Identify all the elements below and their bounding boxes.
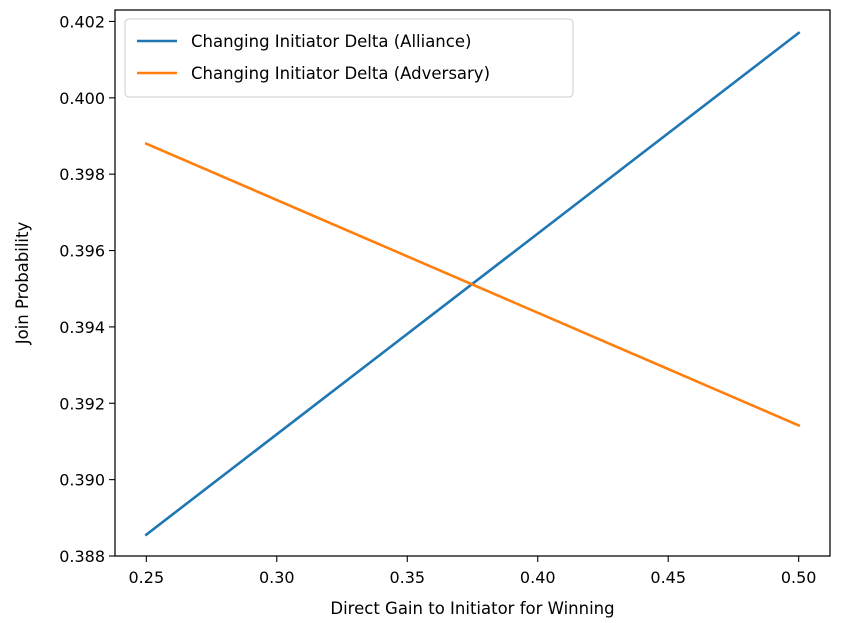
legend-label: Changing Initiator Delta (Alliance)	[191, 32, 471, 51]
x-tick-label: 0.45	[650, 568, 686, 587]
y-axis-label: Join Probability	[13, 222, 32, 346]
legend-box	[124, 18, 574, 98]
axes-frame	[114, 9, 831, 557]
x-tick-label: 0.50	[781, 568, 817, 587]
series-line-2	[144, 141, 801, 428]
y-tick-label: 0.394	[59, 318, 105, 337]
y-tick-label: 0.388	[59, 547, 105, 566]
x-tick-label: 0.35	[389, 568, 425, 587]
y-tick-label: 0.400	[59, 89, 105, 108]
legend: Changing Initiator Delta (Alliance) Chang…	[124, 18, 574, 98]
x-axis-ticks: 0.25 0.30 0.35 0.40 0.45 0.50	[129, 556, 817, 587]
x-tick-label: 0.40	[520, 568, 556, 587]
x-tick-label: 0.30	[259, 568, 295, 587]
legend-label: Changing Initiator Delta (Adversary)	[191, 64, 490, 83]
y-tick-label: 0.398	[59, 165, 105, 184]
x-tick-label: 0.25	[129, 568, 165, 587]
y-tick-label: 0.392	[59, 394, 105, 413]
y-tick-label: 0.390	[59, 471, 105, 490]
y-tick-label: 0.396	[59, 242, 105, 261]
x-axis-label: Direct Gain to Initiator for Winning	[330, 599, 614, 618]
y-tick-label: 0.402	[59, 12, 105, 31]
y-axis-ticks: 0.388 0.390 0.392 0.394 0.396 0.398 0.400 0.402	[59, 12, 115, 566]
plot-lines	[144, 31, 801, 537]
